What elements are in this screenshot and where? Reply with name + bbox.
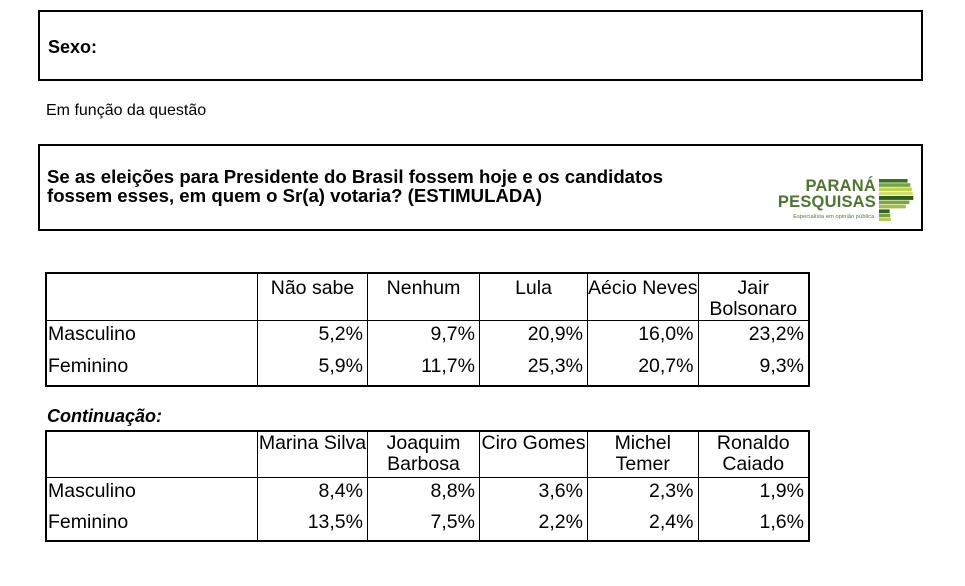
- continuation-label: Continuação:: [47, 406, 162, 426]
- table2-header-joaquim-barbosa: Joaquim Barbosa: [367, 431, 479, 478]
- table2-feminino-michel-temer: 2,4%: [587, 509, 698, 540]
- table2-feminino-ciro-gomes: 2,2%: [479, 509, 587, 540]
- table2-masculino-ciro-gomes: 3,6%: [479, 478, 587, 509]
- table1-masculino-jair-bolsonaro: 23,2%: [697, 320, 809, 353]
- logo-wordmark: PARANÁ PESQUISAS Especialista em opinião…: [777, 176, 876, 221]
- table1-header-lula: Lula: [479, 273, 587, 321]
- table2-feminino-marina-silva: 13,5%: [257, 509, 367, 540]
- table2-row-feminino: Feminino 13,5% 7,5% 2,2% 2,4% 1,6%: [47, 509, 808, 540]
- table1-row-feminino: Feminino 5,9% 11,7% 25,3% 20,7% 9,3%: [47, 352, 809, 385]
- question-text: Se as eleições para Presidente do Brasil…: [47, 166, 663, 207]
- table2-feminino-ronaldo-caiado: 1,6%: [697, 509, 809, 540]
- table1-masculino-nenhum: 9,7%: [367, 320, 479, 353]
- table1-masculino-nao-sabe: 5,2%: [257, 320, 367, 353]
- table2-header-ciro-gomes: Ciro Gomes: [479, 431, 587, 478]
- table1-header-jair-bolsonaro: Jair Bolsonaro: [697, 273, 808, 321]
- table1-feminino-jair-bolsonaro: 9,3%: [697, 352, 809, 385]
- table1-masculino-aecio-neves: 16,0%: [587, 320, 698, 353]
- logo-wordmark-line2: PESQUISAS: [777, 192, 876, 211]
- table1-header-row: Não sabe Nenhum Lula Aécio Neves Jair Bo…: [47, 273, 808, 321]
- table2-masculino-joaquim-barbosa: 8,8%: [367, 478, 479, 509]
- parana-pesquisas-logo: PARANÁ PESQUISAS Especialista em opinião…: [778, 176, 914, 223]
- table2-feminino-joaquim-barbosa: 7,5%: [367, 509, 479, 540]
- table2-masculino-michel-temer: 2,3%: [587, 478, 698, 509]
- table1-masculino-lula: 20,9%: [479, 320, 587, 353]
- table2-label-masculino: Masculino: [48, 479, 136, 502]
- table1-label-feminino: Feminino: [48, 355, 129, 377]
- table1-header-blank: [47, 274, 257, 321]
- section-header-box: Sexo:: [38, 10, 923, 81]
- table1-header-aecio-neves: Aécio Neves: [587, 273, 698, 321]
- section-label: Sexo:: [48, 37, 98, 57]
- table1-feminino-aecio-neves: 20,7%: [587, 352, 698, 385]
- context-note: Em função da questão: [46, 102, 207, 119]
- results-table-1: Não sabe Nenhum Lula Aécio Neves Jair Bo…: [45, 271, 810, 387]
- table2-header-blank: [47, 432, 257, 478]
- table2-masculino-ronaldo-caiado: 1,9%: [697, 478, 809, 509]
- logo-bars-icon: [879, 178, 914, 221]
- question-box: Se as eleições para Presidente do Brasil…: [38, 144, 923, 231]
- table2-header-marina-silva: Marina Silva: [257, 431, 367, 478]
- table2-masculino-marina-silva: 8,4%: [257, 478, 367, 509]
- table2-header-michel-temer: Michel Temer: [587, 431, 698, 478]
- table1-feminino-nao-sabe: 5,9%: [257, 352, 367, 385]
- table1-row-masculino: Masculino 5,2% 9,7% 20,9% 16,0% 23,2%: [47, 320, 809, 353]
- table2-row-masculino: Masculino 8,4% 8,8% 3,6% 2,3% 1,9%: [47, 478, 808, 509]
- results-table-2: Marina Silva Joaquim Barbosa Ciro Gomes …: [45, 429, 810, 542]
- table1-header-nao-sabe: Não sabe: [257, 273, 367, 321]
- logo-wordmark-line1: PARANÁ: [805, 176, 876, 195]
- table2-header-ronaldo-caiado: Ronaldo Caiado: [697, 431, 808, 478]
- table1-feminino-nenhum: 11,7%: [367, 352, 479, 385]
- table1-label-masculino: Masculino: [48, 323, 136, 345]
- table2-label-feminino: Feminino: [48, 510, 129, 533]
- table1-header-nenhum: Nenhum: [367, 273, 479, 321]
- logo-tagline: Especialista em opinião pública.: [793, 213, 876, 220]
- table1-feminino-lula: 25,3%: [479, 352, 587, 385]
- table2-header-row: Marina Silva Joaquim Barbosa Ciro Gomes …: [47, 431, 808, 478]
